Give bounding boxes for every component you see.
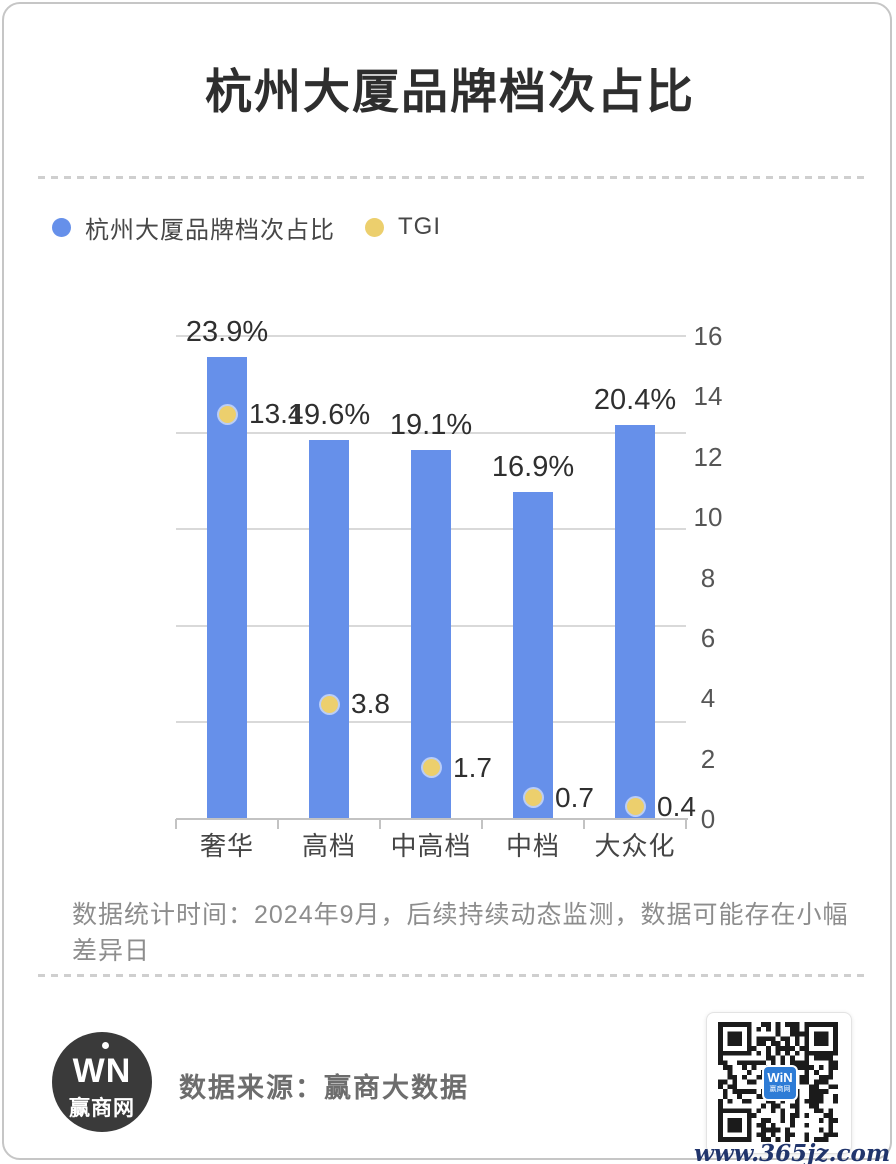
tgi-value-label: 0.7 bbox=[555, 781, 594, 813]
qr-code: WiN 赢商网 bbox=[706, 1012, 852, 1154]
category-label: 高档 bbox=[301, 831, 356, 861]
right-axis-tick-label: 0 bbox=[700, 804, 716, 834]
gridline bbox=[176, 335, 686, 337]
tgi-value-label: 0.4 bbox=[657, 790, 696, 822]
legend-label-tgi: TGI bbox=[398, 213, 441, 240]
note-text: 数据统计时间：2024年9月，后续持续动态监测，数据可能存在小幅差异日 bbox=[72, 901, 849, 965]
qr-pattern-icon bbox=[718, 1022, 838, 1142]
right-axis-tick-label: 4 bbox=[700, 683, 716, 714]
bar bbox=[207, 357, 247, 818]
legend-dot-yellow-icon bbox=[365, 217, 384, 237]
qr-logo-text: WiN bbox=[767, 1070, 793, 1085]
tgi-point bbox=[320, 695, 338, 713]
bar-value-label: 23.9% bbox=[185, 316, 269, 349]
page-title: 杭州大厦品牌档次占比 bbox=[205, 65, 695, 118]
legend-label-ratio: 杭州大厦品牌档次占比 bbox=[85, 216, 335, 244]
x-axis-line bbox=[176, 818, 688, 820]
tgi-point bbox=[524, 789, 542, 807]
qr-logo-subtext: 赢商网 bbox=[769, 1086, 791, 1093]
tgi-value-label: 1.7 bbox=[453, 751, 492, 783]
category-label: 中高档 bbox=[390, 831, 472, 861]
bar-value-label: 20.4% bbox=[593, 383, 677, 416]
bar bbox=[309, 440, 349, 818]
bar bbox=[615, 424, 655, 818]
tgi-value-label: 3.8 bbox=[351, 688, 390, 720]
divider-top bbox=[38, 176, 864, 179]
bar-value-label: 16.9% bbox=[491, 451, 575, 484]
tgi-value-label: 13.4 bbox=[249, 398, 304, 430]
category-label: 大众化 bbox=[594, 831, 676, 861]
data-source-text: 数据来源：赢商大数据 bbox=[179, 1073, 469, 1103]
divider-bottom bbox=[38, 974, 864, 977]
bar-value-label: 19.1% bbox=[389, 408, 473, 441]
qr-center-logo: WiN 赢商网 bbox=[762, 1065, 798, 1101]
legend-item-tgi: TGI bbox=[365, 213, 441, 241]
legend-dot-blue-icon bbox=[52, 217, 71, 237]
x-axis-tick bbox=[481, 819, 483, 829]
x-axis-tick bbox=[685, 819, 687, 829]
legend-item-ratio: 杭州大厦品牌档次占比 bbox=[52, 213, 335, 244]
tgi-point bbox=[626, 798, 644, 816]
right-axis-tick-label: 12 bbox=[693, 441, 723, 472]
bar-value-label: 19.6% bbox=[287, 399, 371, 432]
right-axis-tick-label: 2 bbox=[700, 743, 716, 774]
right-axis-tick-label: 16 bbox=[693, 321, 723, 351]
tgi-point bbox=[422, 759, 440, 777]
right-axis-tick-label: 8 bbox=[700, 562, 716, 593]
logo-dot-icon bbox=[102, 1042, 109, 1049]
bar bbox=[513, 492, 553, 818]
x-axis-tick bbox=[583, 819, 585, 829]
watermark-url: www.365jz.com bbox=[694, 1140, 891, 1164]
x-axis-tick bbox=[277, 819, 279, 829]
right-axis-tick-label: 10 bbox=[693, 502, 723, 533]
right-axis-tick-label: 6 bbox=[700, 622, 716, 653]
x-axis-tick bbox=[175, 819, 177, 829]
logo-brand-text: 赢商网 bbox=[69, 1097, 135, 1120]
right-axis-tick-label: 14 bbox=[693, 381, 723, 412]
x-axis-tick bbox=[379, 819, 381, 829]
category-label: 中档 bbox=[505, 831, 560, 861]
gridline bbox=[176, 431, 686, 434]
combo-chart: 0 2 4 6 8 10 12 14 16 23.9% 19.6% 19.1% 16.9% 20.4% 13… bbox=[4, 4, 896, 1164]
tgi-point bbox=[218, 405, 236, 423]
category-label: 奢华 bbox=[199, 831, 254, 861]
bar bbox=[411, 449, 451, 818]
